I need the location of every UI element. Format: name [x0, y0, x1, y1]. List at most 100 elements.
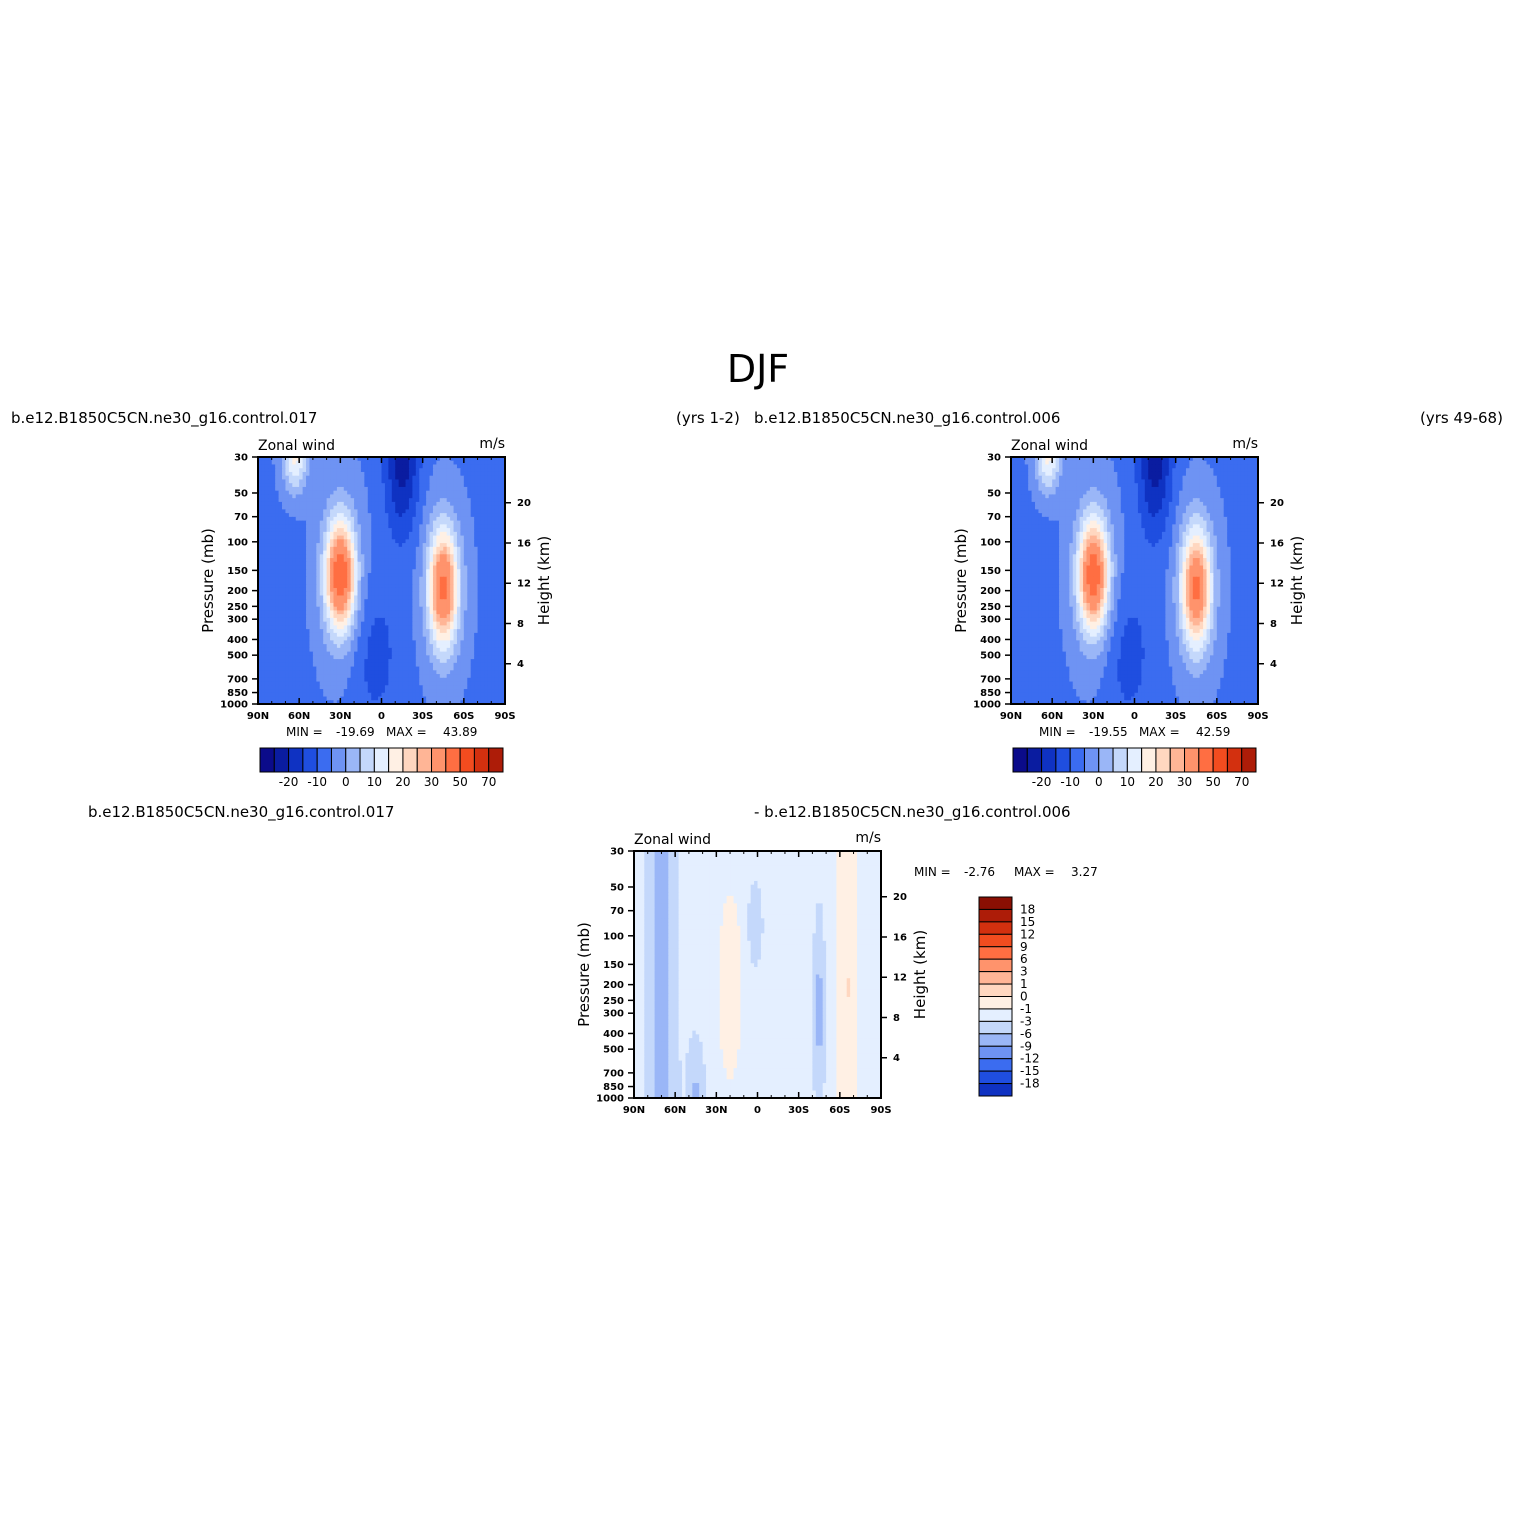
field-cell: [474, 606, 479, 612]
field-cell: [306, 599, 311, 604]
field-cell: [360, 659, 365, 664]
field-cell: [347, 644, 352, 649]
field-cell: [456, 662, 461, 668]
field-cell: [463, 621, 468, 627]
field-cell: [487, 587, 492, 593]
field-cell: [494, 587, 499, 593]
field-cell: [405, 670, 410, 675]
field-cell: [487, 625, 492, 630]
field-cell: [443, 674, 448, 679]
field-cell: [446, 632, 451, 638]
field-cell: [268, 468, 273, 473]
field-cell: [381, 479, 386, 484]
field-cell: [453, 486, 458, 492]
field-cell: [357, 468, 362, 473]
field-cell: [470, 636, 475, 641]
field-cell: [350, 486, 355, 492]
field-cell: [258, 486, 263, 492]
field-cell: [501, 558, 506, 563]
field-cell: [292, 539, 297, 544]
field-cell: [501, 528, 506, 533]
field-cell: [374, 700, 379, 705]
field-cell: [264, 546, 269, 552]
field-cell: [391, 550, 396, 555]
field-cell: [295, 692, 300, 698]
field-cell: [374, 651, 379, 656]
field-cell: [484, 625, 489, 630]
field-cell: [422, 696, 427, 701]
field-cell: [347, 546, 352, 552]
field-cell: [1117, 460, 1122, 466]
field-cell: [288, 576, 293, 582]
field-cell: [491, 558, 496, 563]
field-cell: [470, 677, 475, 683]
field-cell: [326, 599, 331, 604]
field-cell: [395, 524, 400, 529]
field-cell: [302, 539, 307, 544]
field-cell: [439, 509, 444, 514]
field-cell: [422, 595, 427, 600]
field-cell: [470, 554, 475, 559]
field-cell: [395, 546, 400, 552]
colorbar-box: [359, 747, 375, 773]
field-cell: [453, 483, 458, 488]
field-cell: [439, 501, 444, 507]
field-cell: [354, 670, 359, 675]
field-cell: [326, 644, 331, 649]
field-cell: [295, 651, 300, 656]
field-cell: [367, 602, 372, 608]
field-cell: [374, 479, 379, 484]
field-cell: [357, 689, 362, 694]
field-cell: [309, 670, 314, 675]
field-cell: [470, 505, 475, 510]
field-cell: [474, 531, 479, 537]
field-cell: [391, 543, 396, 548]
field-cell: [350, 554, 355, 559]
field-cell: [391, 528, 396, 533]
field-cell: [350, 602, 355, 608]
field-cell: [384, 565, 389, 570]
field-cell: [419, 584, 424, 589]
field-cell: [470, 602, 475, 608]
field-cell: [439, 647, 444, 653]
field-cell: [419, 681, 424, 686]
field-cell: [381, 528, 386, 533]
field-cell: [258, 498, 263, 503]
field-cell: [330, 554, 335, 559]
field-cell: [367, 614, 372, 619]
field-cell: [333, 468, 338, 473]
field-cell: [299, 509, 304, 514]
field-cell: [391, 580, 396, 585]
field-cell: [470, 640, 475, 645]
field-cell: [282, 576, 287, 582]
field-cell: [347, 677, 352, 683]
field-cell: [395, 666, 400, 671]
field-cell: [398, 595, 403, 600]
field-cell: [316, 550, 321, 555]
field-cell: [419, 509, 424, 514]
field-cell: [422, 599, 427, 604]
field-cell: [384, 610, 389, 615]
field-cell: [391, 674, 396, 679]
field-cell: [306, 700, 311, 705]
field-cell: [374, 610, 379, 615]
field-cell: [309, 700, 314, 705]
field-cell: [306, 621, 311, 627]
field-cell: [429, 569, 434, 574]
field-cell: [371, 670, 376, 675]
field-cell: [347, 483, 352, 488]
field-cell: [306, 516, 311, 522]
field-cell: [446, 558, 451, 563]
field-cell: [501, 483, 506, 488]
field-cell: [470, 576, 475, 582]
field-cell: [323, 573, 328, 578]
field-cell: [498, 625, 503, 630]
field-cell: [378, 659, 383, 664]
field-cell: [498, 662, 503, 668]
field-cell: [299, 644, 304, 649]
field-cell: [436, 516, 441, 522]
field-cell: [432, 651, 437, 656]
field-cell: [415, 666, 420, 671]
field-cell: [275, 509, 280, 514]
field-cell: [264, 659, 269, 664]
